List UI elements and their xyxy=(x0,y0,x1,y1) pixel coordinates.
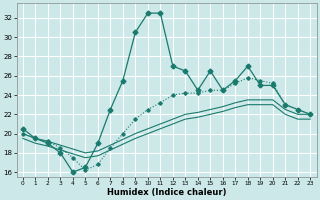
X-axis label: Humidex (Indice chaleur): Humidex (Indice chaleur) xyxy=(107,188,226,197)
